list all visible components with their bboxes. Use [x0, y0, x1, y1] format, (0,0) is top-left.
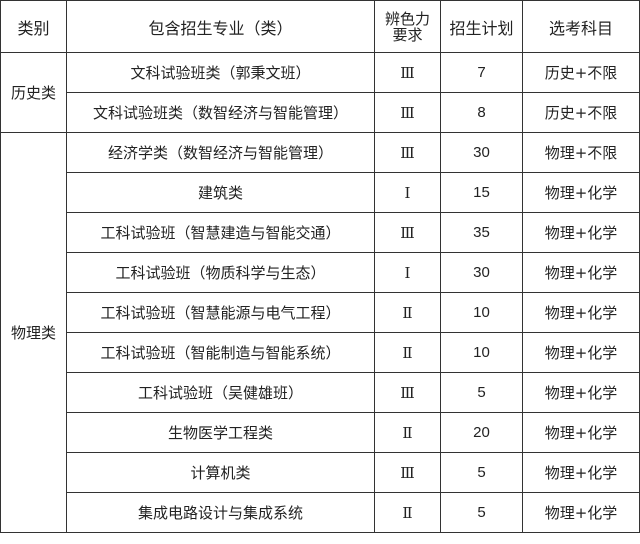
table-row: 工科试验班（物质科学与生态） Ⅰ 30 物理+化学: [1, 252, 640, 293]
plan-cell: 30: [440, 132, 523, 173]
category-cell: 历史类: [0, 52, 67, 133]
header-category: 类别: [0, 0, 67, 53]
plan-cell: 15: [440, 172, 523, 213]
major-cell: 计算机类: [66, 452, 375, 493]
table-row: 建筑类 Ⅰ 15 物理+化学: [1, 172, 640, 213]
major-cell: 文科试验班类（数智经济与智能管理）: [66, 92, 375, 133]
table-row: 历史类 文科试验班类（郭秉文班） Ⅲ 7 历史+不限: [0, 52, 640, 133]
color-vision-cell: Ⅲ: [374, 452, 441, 493]
major-cell: 工科试验班（智慧能源与电气工程）: [66, 292, 375, 333]
admission-plan-table: 类别 包含招生专业（类） 辨色力 要求 招生计划 选考科目 历史类 文科试验班类（郭…: [0, 0, 640, 533]
subjects-cell: 物理+化学: [522, 452, 640, 493]
subjects-cell: 历史+不限: [522, 52, 640, 93]
color-vision-cell: Ⅲ: [374, 92, 441, 133]
subjects-cell: 物理+化学: [522, 372, 640, 413]
color-vision-cell: Ⅱ: [374, 332, 441, 373]
color-vision-cell: Ⅱ: [374, 492, 441, 533]
subjects-cell: 历史+不限: [522, 92, 640, 133]
header-plan: 招生计划: [440, 0, 523, 53]
major-cell: 工科试验班（智能制造与智能系统）: [66, 332, 375, 373]
plan-cell: 10: [440, 292, 523, 333]
table-row: 集成电路设计与集成系统 Ⅱ 5 物理+化学: [1, 492, 640, 533]
table-row: 物理类 经济学类（数智经济与智能管理） Ⅲ 30 物理+不限: [0, 132, 640, 533]
plan-cell: 5: [440, 452, 523, 493]
color-vision-cell: Ⅰ: [374, 252, 441, 293]
subjects-cell: 物理+化学: [522, 492, 640, 533]
subjects-cell: 物理+化学: [522, 412, 640, 453]
subjects-cell: 物理+化学: [522, 332, 640, 373]
subjects-cell: 物理+化学: [522, 212, 640, 253]
major-cell: 文科试验班类（郭秉文班）: [66, 52, 375, 93]
table-row: 生物医学工程类 Ⅱ 20 物理+化学: [1, 412, 640, 453]
color-vision-cell: Ⅲ: [374, 132, 441, 173]
color-vision-cell: Ⅱ: [374, 292, 441, 333]
major-cell: 建筑类: [66, 172, 375, 213]
table-header-row: 类别 包含招生专业（类） 辨色力 要求 招生计划 选考科目: [0, 0, 640, 53]
major-cell: 集成电路设计与集成系统: [66, 492, 375, 533]
table-row: 工科试验班（智慧建造与智能交通） Ⅲ 35 物理+化学: [1, 212, 640, 253]
major-cell: 生物医学工程类: [66, 412, 375, 453]
category-cell: 物理类: [0, 132, 67, 533]
plan-cell: 20: [440, 412, 523, 453]
plan-cell: 30: [440, 252, 523, 293]
table-row: 工科试验班（智能制造与智能系统） Ⅱ 10 物理+化学: [1, 332, 640, 373]
header-major: 包含招生专业（类）: [66, 0, 375, 53]
major-cell: 工科试验班（吴健雄班）: [66, 372, 375, 413]
table-row: 计算机类 Ⅲ 5 物理+化学: [1, 452, 640, 493]
header-subjects: 选考科目: [522, 0, 640, 53]
header-color-vision: 辨色力 要求: [374, 0, 441, 53]
color-vision-cell: Ⅱ: [374, 412, 441, 453]
subjects-cell: 物理+化学: [522, 292, 640, 333]
plan-cell: 5: [440, 372, 523, 413]
color-vision-cell: Ⅰ: [374, 172, 441, 213]
plan-cell: 8: [440, 92, 523, 133]
color-vision-cell: Ⅲ: [374, 372, 441, 413]
plan-cell: 5: [440, 492, 523, 533]
plan-cell: 7: [440, 52, 523, 93]
plan-cell: 35: [440, 212, 523, 253]
color-vision-cell: Ⅲ: [374, 52, 441, 93]
table-row: 文科试验班类（数智经济与智能管理） Ⅲ 8 历史+不限: [1, 92, 640, 133]
major-cell: 经济学类（数智经济与智能管理）: [66, 132, 375, 173]
major-cell: 工科试验班（物质科学与生态）: [66, 252, 375, 293]
table-row: 工科试验班（智慧能源与电气工程） Ⅱ 10 物理+化学: [1, 292, 640, 333]
subjects-cell: 物理+不限: [522, 132, 640, 173]
plan-cell: 10: [440, 332, 523, 373]
table-row: 工科试验班（吴健雄班） Ⅲ 5 物理+化学: [1, 372, 640, 413]
color-vision-cell: Ⅲ: [374, 212, 441, 253]
major-cell: 工科试验班（智慧建造与智能交通）: [66, 212, 375, 253]
subjects-cell: 物理+化学: [522, 252, 640, 293]
subjects-cell: 物理+化学: [522, 172, 640, 213]
